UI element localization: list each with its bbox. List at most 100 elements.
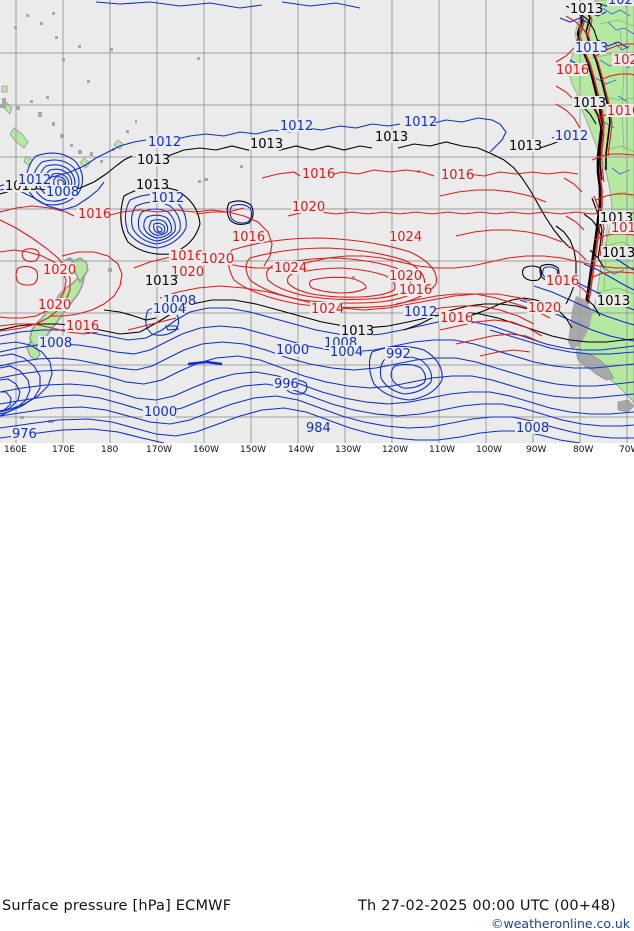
- isobar-value-label: 1020: [201, 252, 234, 267]
- isobar-value-label: 1012: [555, 129, 588, 144]
- label-halo: [554, 129, 587, 142]
- isobar-value-label: 1016: [78, 207, 111, 222]
- isobar-value-label: 1012: [18, 173, 51, 188]
- isobar-value-label: 1020: [171, 265, 204, 280]
- label-halo: [11, 427, 36, 440]
- isobar-value-label: 1004: [330, 345, 363, 360]
- valid-time-stamp: Th 27-02-2025 00:00 UTC (00+48): [358, 898, 616, 914]
- label-halo: [612, 53, 634, 66]
- label-halo: [147, 135, 180, 148]
- label-halo: [249, 137, 282, 150]
- label-halo: [610, 221, 634, 234]
- label-halo: [574, 41, 607, 54]
- label-halo: [77, 207, 110, 220]
- label-halo: [273, 377, 298, 390]
- isobar-value-label: 1013: [575, 41, 608, 56]
- contour-label-layer: 1013101210081016101210131013101210161012…: [4, 0, 634, 442]
- longitude-tick-label: 110W: [429, 445, 456, 455]
- isobar-value-label: 1000: [276, 343, 309, 358]
- label-halo: [38, 336, 71, 349]
- label-halo: [200, 252, 233, 265]
- isobar-value-label: 984: [306, 421, 331, 436]
- longitude-tick-label: 120W: [382, 445, 409, 455]
- isobar-value-label: 1013: [136, 178, 169, 193]
- label-halo: [515, 421, 548, 434]
- isobar-value-label: 1016: [607, 104, 634, 119]
- isobar-value-label: 1024: [389, 230, 422, 245]
- label-halo: [398, 283, 431, 296]
- isobar-value-label: 1013: [573, 96, 606, 111]
- isobar-value-label: 1013: [137, 153, 170, 168]
- isobar-value-label: 1016: [232, 230, 265, 245]
- label-halo: [231, 230, 264, 243]
- isobar-value-label: 1012: [151, 191, 184, 206]
- isobar-value-label: 1013: [250, 137, 283, 152]
- label-halo: [144, 274, 177, 287]
- label-halo: [65, 319, 98, 332]
- isobar-value-label: 976: [12, 427, 37, 442]
- label-halo: [37, 298, 70, 311]
- isobar-value-label: 1016: [441, 168, 474, 183]
- isobar-value-label: 1020: [389, 269, 422, 284]
- longitude-tick-label: 130W: [335, 445, 362, 455]
- label-halo: [572, 96, 605, 109]
- label-halo: [305, 421, 330, 434]
- land-tierra-del-fuego: [577, 351, 615, 381]
- label-halo: [136, 153, 169, 166]
- longitude-tick-label: 180: [101, 445, 119, 455]
- label-halo: [599, 211, 632, 224]
- label-halo: [169, 249, 202, 262]
- longitude-tick-label: 170E: [52, 445, 75, 455]
- label-halo: [596, 294, 629, 307]
- label-halo: [607, 0, 634, 6]
- isobar-value-label: 1024: [274, 261, 307, 276]
- isobar-value-label: 1020: [38, 298, 71, 313]
- map-footer: 160E 170E 180 170W 160W 150W 140W 130W 120W 110W 1…: [0, 443, 634, 931]
- label-halo: [45, 185, 78, 198]
- longitude-tick-label: 80W: [573, 445, 594, 455]
- isobar-value-label: 1016: [170, 249, 203, 264]
- surface-pressure-map[interactable]: 1013 1012 1008 1016 1012 1013 1013 1012 1016 1012…: [0, 0, 634, 443]
- isobar-value-label: 1008: [516, 421, 549, 436]
- label-halo: [601, 246, 634, 259]
- copyright-notice[interactable]: ©weatheronline.co.uk: [491, 916, 630, 931]
- label-halo: [42, 263, 75, 276]
- label-halo: [170, 265, 203, 278]
- label-halo: [279, 119, 312, 132]
- longitude-tick-label: 150W: [240, 445, 267, 455]
- label-halo: [388, 230, 421, 243]
- isobar-value-label: 1016: [440, 311, 473, 326]
- label-halo: [273, 261, 306, 274]
- longitude-tick-label: 90W: [526, 445, 547, 455]
- isobar-value-label: 1020: [292, 200, 325, 215]
- label-halo: [388, 269, 421, 282]
- isobar-value-label: 1020: [43, 263, 76, 278]
- longitude-tick-label: 100W: [476, 445, 503, 455]
- isobar-value-label: 1016: [399, 283, 432, 298]
- isobar-value-label: 1004: [153, 302, 186, 317]
- isobar-value-label: 1016: [66, 319, 99, 334]
- label-halo: [385, 347, 410, 360]
- longitude-tick-label: 170W: [146, 445, 173, 455]
- isobar-value-label: 1013: [597, 294, 630, 309]
- isobar-value-label: 1013: [145, 274, 178, 289]
- ocean-background: [0, 0, 634, 443]
- isobar-value-label: 1016: [302, 167, 335, 182]
- longitude-tick-label: 140W: [288, 445, 315, 455]
- isobar-value-label: 1012: [404, 115, 437, 130]
- isobar-value-label: 1024: [311, 302, 344, 317]
- label-halo: [340, 324, 373, 337]
- isobar-value-label: 1016: [546, 274, 579, 289]
- label-halo: [569, 2, 602, 15]
- isobar-value-label: 1013: [375, 130, 408, 145]
- isobar-value-label: 996: [274, 377, 299, 392]
- label-halo: [403, 115, 436, 128]
- label-halo: [440, 168, 473, 181]
- isobar-value-label: 1012: [148, 135, 181, 150]
- label-halo: [143, 405, 176, 418]
- label-halo: [439, 311, 472, 324]
- label-halo: [329, 345, 362, 358]
- isobar-value-label: 992: [386, 347, 411, 362]
- longitude-tick-label: 160W: [193, 445, 220, 455]
